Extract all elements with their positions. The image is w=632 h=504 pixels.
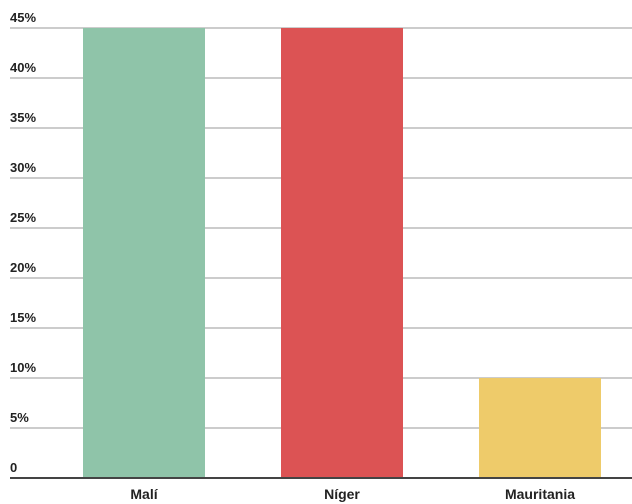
y-tick-label: 15% — [10, 310, 36, 325]
y-tick-label: 0 — [10, 460, 17, 475]
bar-1 — [83, 28, 205, 478]
bar-2 — [281, 28, 403, 478]
y-tick-label: 30% — [10, 160, 36, 175]
y-tick-label: 35% — [10, 110, 36, 125]
y-tick-label: 10% — [10, 360, 36, 375]
y-tick-labels: 0 5% 10% 15% 20% 25% 30% 35% 40% 45% — [10, 10, 36, 475]
y-tick-label: 20% — [10, 260, 36, 275]
x-category-label: Malí — [130, 486, 158, 502]
x-category-label: Níger — [324, 486, 360, 502]
bars — [83, 28, 601, 478]
bar-3 — [479, 378, 601, 478]
y-tick-label: 45% — [10, 10, 36, 25]
x-category-labels: Malí Níger Mauritania — [130, 486, 575, 502]
y-tick-label: 5% — [10, 410, 29, 425]
y-tick-label: 25% — [10, 210, 36, 225]
x-category-label: Mauritania — [505, 486, 575, 502]
y-tick-label: 40% — [10, 60, 36, 75]
